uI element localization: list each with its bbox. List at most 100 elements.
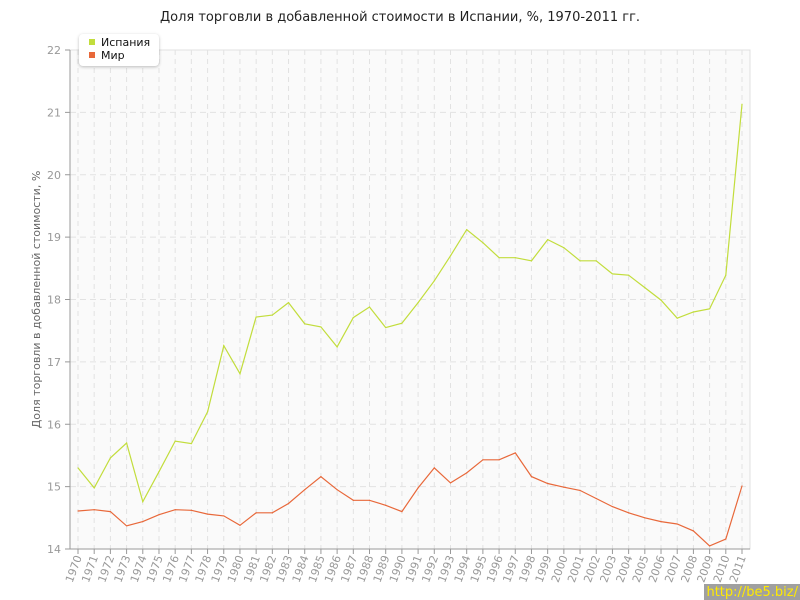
data-point	[547, 482, 549, 485]
legend-item-spain: Испания	[89, 37, 150, 49]
data-point	[109, 457, 111, 459]
data-point	[741, 485, 743, 487]
data-point	[271, 314, 273, 316]
data-point	[595, 260, 597, 262]
data-point	[77, 467, 79, 469]
data-point	[401, 322, 403, 324]
y-tick-label: 17	[47, 356, 61, 369]
data-point	[401, 510, 403, 513]
data-point	[725, 538, 727, 540]
data-point	[190, 509, 192, 511]
data-point	[644, 287, 646, 289]
data-point	[725, 274, 727, 276]
data-point	[644, 517, 646, 519]
data-point	[579, 489, 581, 491]
data-point	[433, 280, 435, 282]
data-point	[255, 316, 257, 318]
y-tick-label: 14	[47, 543, 61, 556]
legend-swatch-spain	[89, 39, 95, 45]
data-point	[417, 302, 419, 304]
y-tick-label: 21	[47, 106, 61, 119]
data-point	[320, 476, 322, 478]
data-point	[239, 373, 241, 375]
data-point	[660, 299, 662, 301]
data-point	[741, 103, 743, 105]
data-point	[174, 509, 176, 511]
data-point	[449, 255, 452, 257]
y-axis-label: Доля торговли в добавленной стоимости, %	[30, 171, 43, 429]
y-tick-label: 19	[47, 231, 61, 244]
y-tick-label: 16	[47, 418, 61, 431]
series-line-world	[77, 452, 743, 547]
data-point	[611, 505, 614, 508]
data-point	[579, 260, 581, 262]
data-point	[692, 311, 695, 313]
data-point	[158, 471, 160, 473]
data-point	[482, 242, 484, 244]
data-point	[125, 525, 128, 527]
data-point	[368, 499, 371, 501]
data-point	[498, 459, 500, 461]
data-point	[417, 487, 419, 489]
data-point	[223, 515, 225, 517]
y-tick-label: 18	[47, 294, 61, 307]
data-point	[125, 442, 128, 444]
data-point	[206, 513, 209, 515]
data-point	[287, 302, 290, 304]
data-point	[352, 499, 354, 501]
data-point	[628, 512, 630, 514]
data-point	[320, 326, 322, 328]
data-point	[466, 472, 468, 474]
data-point	[514, 257, 516, 259]
data-point	[206, 411, 209, 413]
legend-swatch-world	[89, 52, 95, 58]
data-point	[223, 345, 225, 347]
data-point	[368, 306, 371, 308]
y-tick-label: 20	[47, 169, 61, 182]
data-point	[530, 476, 533, 478]
data-point	[93, 509, 95, 511]
data-point	[692, 530, 695, 532]
data-point	[385, 504, 387, 506]
data-point	[336, 489, 338, 491]
data-point	[498, 257, 500, 259]
series-line-spain	[77, 104, 743, 504]
data-point	[271, 512, 273, 514]
data-point	[352, 316, 354, 319]
legend-label-spain: Испания	[101, 36, 151, 49]
y-tick-label: 22	[47, 44, 61, 57]
data-point	[709, 545, 711, 547]
y-tick-label: 15	[47, 481, 61, 494]
data-point	[93, 487, 95, 489]
data-point	[109, 510, 111, 513]
data-point	[563, 486, 565, 488]
data-point	[77, 510, 79, 512]
data-point	[239, 524, 241, 526]
data-point	[482, 459, 484, 461]
data-point	[433, 467, 435, 469]
data-point	[595, 497, 597, 500]
data-point	[304, 489, 306, 491]
data-point	[660, 520, 662, 523]
legend: Испания Мир	[79, 34, 159, 66]
data-point	[174, 440, 176, 442]
data-point	[142, 520, 144, 523]
data-point	[709, 308, 711, 310]
data-point	[466, 229, 468, 231]
data-point	[628, 274, 630, 276]
data-point	[449, 482, 452, 484]
legend-label-world: Мир	[101, 49, 125, 62]
data-point	[190, 442, 192, 445]
data-point	[530, 260, 533, 262]
data-point	[336, 346, 338, 348]
data-point	[563, 247, 565, 249]
data-point	[514, 452, 516, 454]
chart-title: Доля торговли в добавленной стоимости в …	[159, 10, 641, 25]
legend-item-world: Мир	[89, 50, 125, 62]
data-point	[304, 323, 306, 325]
data-point	[142, 500, 144, 503]
data-point	[611, 273, 614, 275]
watermark[interactable]: http://be5.biz/	[704, 584, 800, 600]
data-point	[255, 512, 257, 514]
